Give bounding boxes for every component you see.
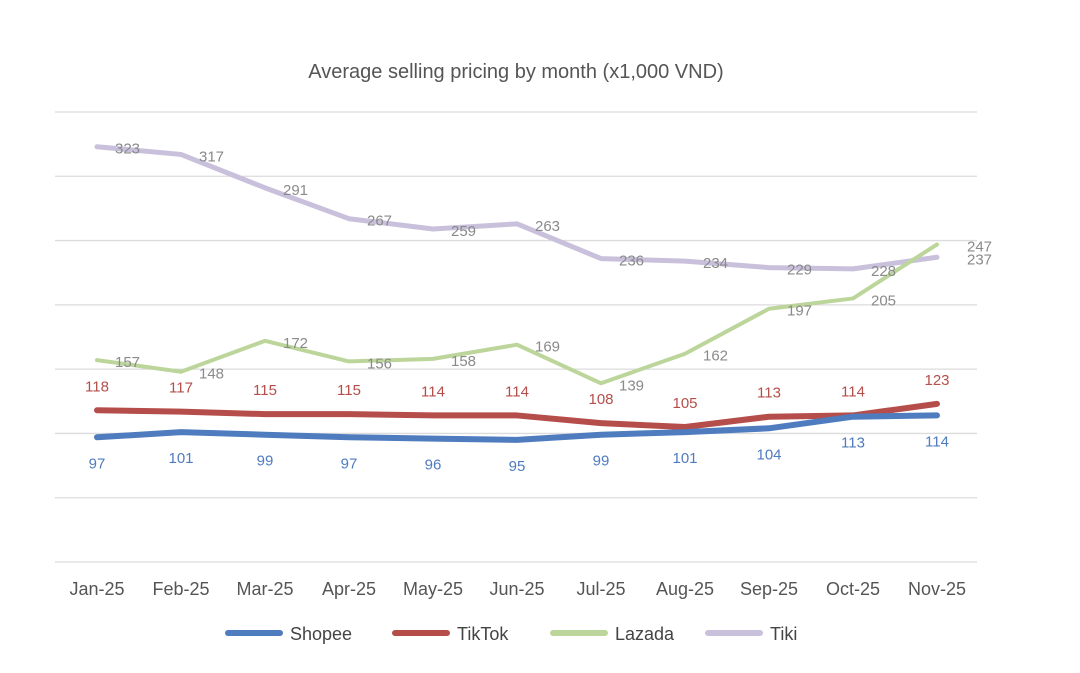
x-tick-label: Oct-25 [826,579,880,599]
data-label-tiktok: 105 [672,395,697,412]
legend-item-shopee: Shopee [225,624,352,644]
legend-item-tiki: Tiki [705,624,797,644]
x-tick-label: Jun-25 [489,579,544,599]
series-line-shopee [94,412,940,443]
x-tick-label: Jul-25 [576,579,625,599]
data-label-shopee: 96 [425,457,442,474]
data-label-tiktok: 114 [421,383,445,400]
data-label-lazada: 156 [367,355,392,372]
legend-label: Lazada [615,624,675,644]
data-label-tiki: 267 [367,213,392,230]
legend-label: TikTok [457,624,509,644]
data-label-tiktok: 114 [841,383,865,400]
data-label-shopee: 95 [509,458,526,475]
data-label-tiktok: 123 [924,372,949,389]
data-label-lazada: 205 [871,292,896,309]
legend-item-lazada: Lazada [550,624,675,644]
data-label-tiktok: 114 [505,383,529,400]
data-label-shopee: 114 [925,433,949,450]
data-label-tiki: 317 [199,148,224,165]
x-tick-label: May-25 [403,579,463,599]
data-label-lazada: 139 [619,377,644,394]
data-label-shopee: 99 [257,453,274,470]
data-label-tiktok: 113 [757,385,781,402]
data-label-tiktok: 115 [253,382,277,399]
data-label-tiki: 291 [283,182,308,199]
series-line-lazada [95,242,939,386]
data-label-tiki: 236 [619,253,644,270]
data-label-tiktok: 118 [85,378,109,395]
x-tick-label: Nov-25 [908,579,966,599]
x-tick-label: Apr-25 [322,579,376,599]
data-label-shopee: 99 [593,453,610,470]
data-label-lazada: 247 [967,238,992,255]
legend-item-tiktok: TikTok [392,624,509,644]
data-label-lazada: 169 [535,339,560,356]
data-label-lazada: 162 [703,348,728,365]
data-label-shopee: 97 [341,455,358,472]
legend-label: Shopee [290,624,352,644]
data-label-lazada: 197 [787,303,812,320]
data-label-tiki: 234 [703,255,728,272]
data-label-tiki: 259 [451,223,476,240]
data-label-lazada: 148 [199,366,224,383]
data-label-shopee: 97 [89,455,106,472]
data-label-tiki: 237 [967,251,992,268]
x-tick-label: Sep-25 [740,579,798,599]
x-tick-label: Feb-25 [152,579,209,599]
data-label-tiki: 263 [535,218,560,235]
x-tick-label: Mar-25 [236,579,293,599]
data-label-shopee: 101 [672,450,697,467]
legend-label: Tiki [770,624,797,644]
data-label-shopee: 104 [756,446,781,463]
data-label-tiki: 228 [871,263,896,280]
data-label-lazada: 158 [451,353,476,370]
data-label-shopee: 113 [841,435,865,452]
data-label-tiktok: 108 [588,391,613,408]
x-tick-label: Aug-25 [656,579,714,599]
data-label-tiktok: 117 [169,380,193,397]
data-label-tiki: 323 [115,141,140,158]
data-label-shopee: 101 [168,450,193,467]
data-label-lazada: 172 [283,335,308,352]
series-line-tiktok [94,400,940,430]
x-tick-label: Jan-25 [69,579,124,599]
chart-title: Average selling pricing by month (x1,000… [308,61,723,83]
series-line-tiki [94,144,940,272]
data-label-tiktok: 115 [337,382,361,399]
data-label-lazada: 157 [115,354,140,371]
data-label-tiki: 229 [787,262,812,279]
